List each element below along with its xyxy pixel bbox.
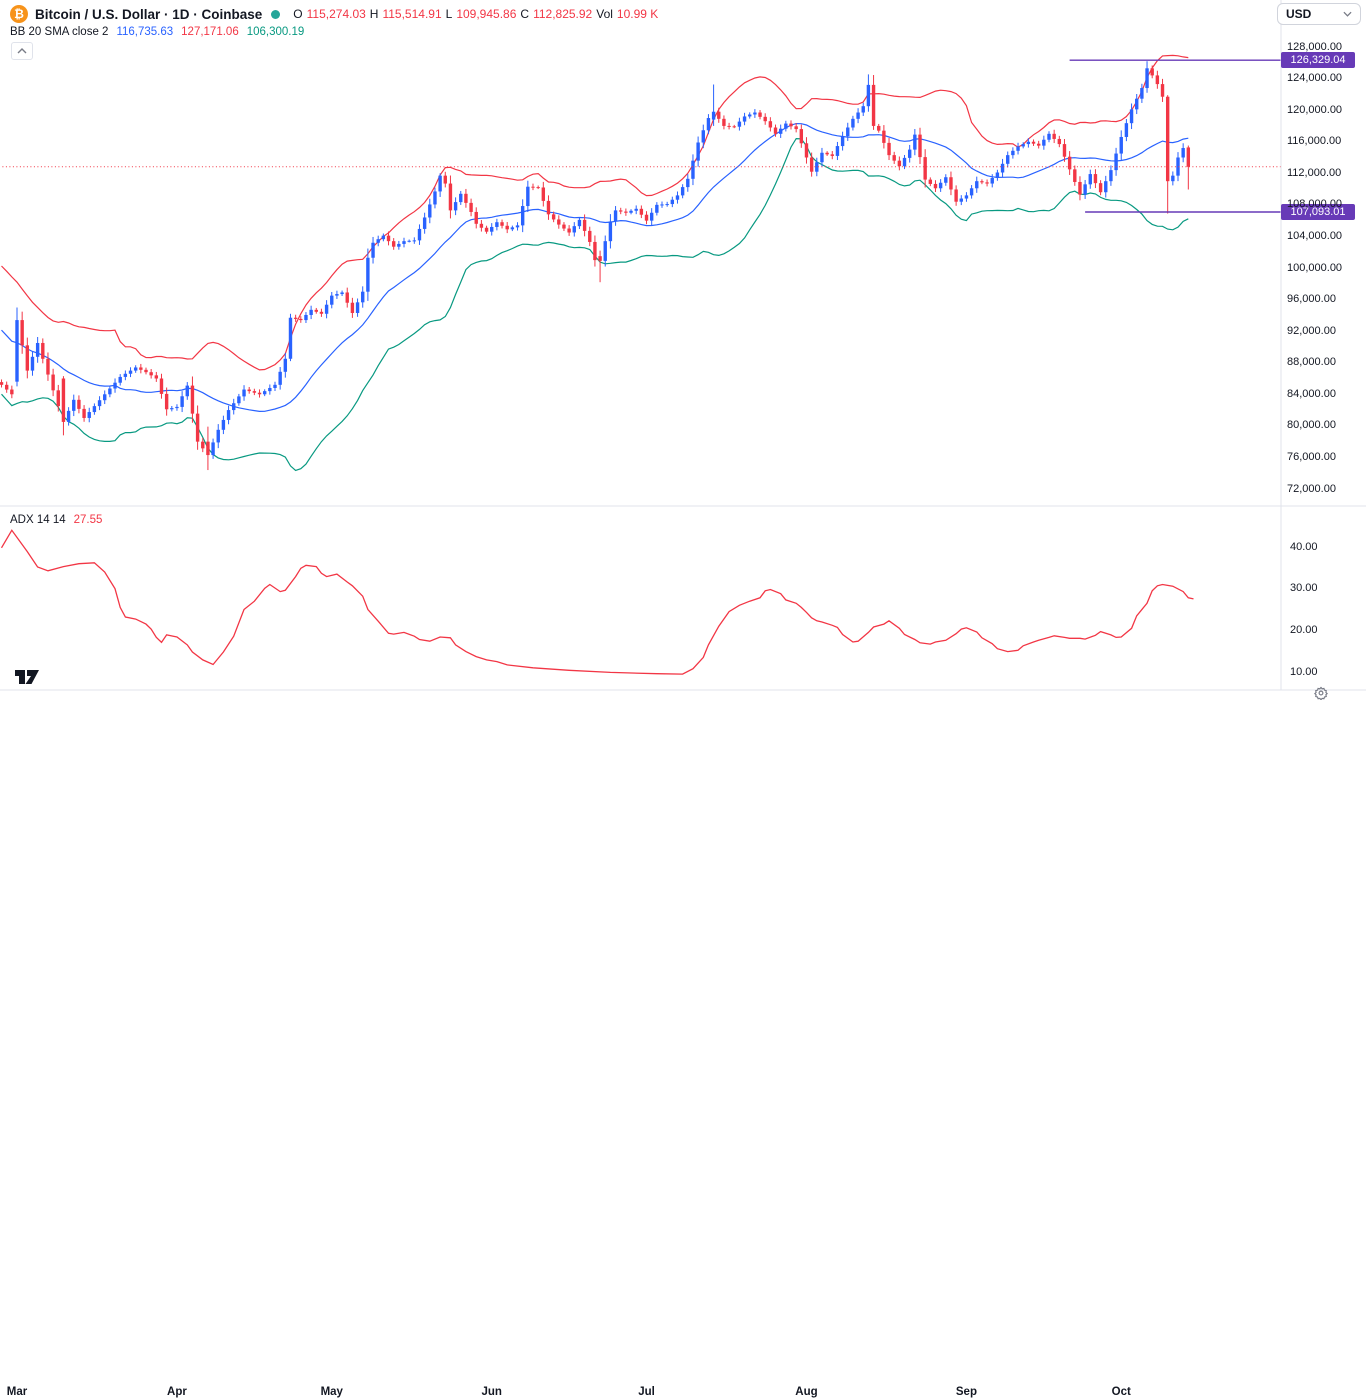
adx-line [0, 529, 1194, 675]
price-lines[interactable] [0, 59, 1281, 213]
price-tick-label: 96,000.00 [1287, 293, 1336, 306]
close-label: C [520, 7, 530, 21]
ohlc-values: O 115,274.03 H 115,514.91 L 109,945.86 C… [293, 7, 658, 21]
month-label: Jun [481, 1386, 502, 1398]
bb-lower-value: 106,300.19 [246, 26, 305, 38]
bb-indicator-legend[interactable]: BB 20 SMA close 2 116,735.63 127,171.06 … [10, 26, 304, 38]
tradingview-logo-icon[interactable] [14, 668, 41, 691]
price-line-label-badge[interactable]: 126,329.04 [1281, 52, 1355, 69]
month-label: Jul [638, 1386, 655, 1398]
low-label: L [445, 7, 453, 21]
volume-value: 10.99 K [616, 7, 659, 21]
time-axis[interactable]: Mar Apr May Jun Jul Aug Sep Oct [0, 690, 1281, 1398]
price-tick-label: 72,000.00 [1287, 482, 1336, 495]
high-value: 115,514.91 [382, 7, 442, 21]
symbol-title[interactable]: Bitcoin / U.S. Dollar · 1D · Coinbase [35, 6, 263, 22]
month-label: Apr [167, 1386, 187, 1398]
month-label: Oct [1111, 1386, 1131, 1398]
adx-tick-label: 40.00 [1290, 540, 1318, 553]
volume-label: Vol [596, 7, 613, 21]
price-tick-label: 92,000.00 [1287, 324, 1336, 337]
low-value: 109,945.86 [456, 7, 517, 21]
price-tick-label: 108,000.00 [1287, 198, 1343, 211]
price-tick-label: 76,000.00 [1287, 450, 1336, 463]
symbol-legend[interactable]: ₿ Bitcoin / U.S. Dollar · 1D · Coinbase … [10, 5, 658, 23]
collapse-legend-button[interactable] [11, 42, 33, 60]
open-value: 115,274.03 [306, 7, 366, 21]
bb-indicator-name[interactable]: BB 20 SMA close 2 [10, 26, 109, 38]
month-label: Mar [6, 1386, 28, 1398]
price-tick-label: 104,000.00 [1287, 229, 1343, 242]
chart-canvas[interactable] [0, 0, 1366, 717]
price-line-label-badge[interactable]: 107,093.01 [1281, 204, 1355, 221]
price-tick-label: 88,000.00 [1287, 356, 1336, 369]
close-value: 112,825.92 [533, 7, 593, 21]
price-tick-label: 124,000.00 [1287, 72, 1343, 85]
price-tick-label: 84,000.00 [1287, 387, 1336, 400]
month-label: May [320, 1386, 343, 1398]
candlestick-series[interactable] [0, 61, 1191, 471]
month-label: Aug [795, 1386, 818, 1398]
price-tick-label: 120,000.00 [1287, 103, 1343, 116]
time-axis-settings-gear-icon[interactable] [1314, 686, 1328, 705]
bb-basis-value: 116,735.63 [116, 26, 174, 38]
chevron-down-icon [1343, 11, 1352, 17]
price-tick-label: 100,000.00 [1287, 261, 1343, 274]
currency-value: USD [1286, 7, 1312, 21]
price-tick-label: 128,000.00 [1287, 40, 1343, 53]
pane-dividers [0, 0, 1366, 691]
bb-upper-value: 127,171.06 [181, 26, 239, 38]
month-label: Sep [955, 1386, 977, 1398]
adx-tick-label: 20.00 [1290, 623, 1318, 636]
adx-tick-label: 30.00 [1290, 582, 1318, 595]
high-label: H [369, 7, 379, 21]
adx-indicator-name[interactable]: ADX 14 14 [10, 514, 66, 526]
market-status-icon[interactable] [271, 9, 281, 19]
adx-indicator-value: 27.55 [73, 514, 103, 526]
adx-indicator-legend[interactable]: ADX 14 14 27.55 [10, 514, 102, 526]
price-tick-label: 112,000.00 [1287, 166, 1342, 179]
currency-selector[interactable]: USD [1277, 3, 1361, 25]
bitcoin-icon: ₿ [10, 5, 28, 23]
chevron-up-icon [17, 48, 27, 54]
adx-tick-label: 10.00 [1290, 665, 1318, 678]
price-tick-label: 116,000.00 [1287, 135, 1342, 148]
price-tick-label: 80,000.00 [1287, 419, 1336, 432]
open-label: O [293, 7, 303, 21]
